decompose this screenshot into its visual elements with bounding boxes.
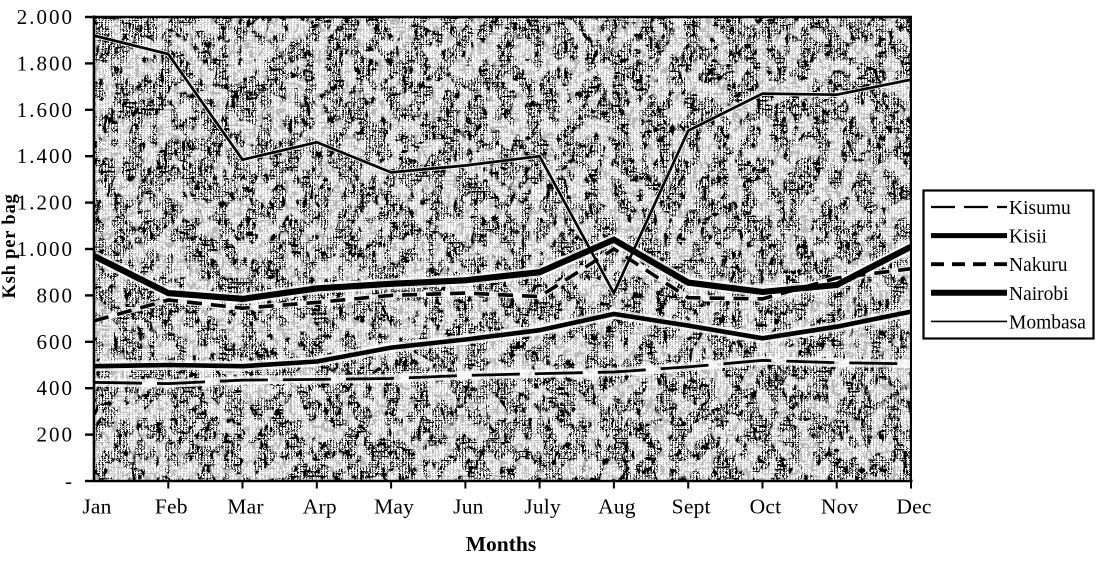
svg-text:Nakuru: Nakuru (1009, 255, 1068, 276)
svg-text:200: 200 (37, 423, 75, 447)
svg-text:1.400: 1.400 (17, 144, 74, 168)
svg-text:Aug: Aug (598, 495, 636, 519)
svg-text:1.800: 1.800 (17, 51, 74, 75)
svg-text:1.200: 1.200 (17, 191, 74, 215)
svg-text:Mar: Mar (227, 495, 263, 519)
svg-text:Dec: Dec (896, 495, 931, 519)
svg-text:Jun: Jun (453, 495, 484, 519)
svg-text:800: 800 (37, 283, 75, 307)
svg-text:Jan: Jan (82, 495, 111, 519)
svg-text:Oct: Oct (750, 495, 782, 519)
svg-text:400: 400 (37, 376, 75, 400)
svg-text:1.600: 1.600 (17, 98, 74, 122)
svg-text:May: May (374, 495, 414, 519)
svg-text:2.000: 2.000 (17, 5, 74, 29)
svg-text:-: - (65, 469, 74, 493)
svg-text:Mombasa: Mombasa (1009, 312, 1086, 333)
svg-text:Months: Months (466, 532, 536, 556)
svg-text:Arp: Arp (303, 495, 337, 519)
svg-text:Sept: Sept (672, 495, 711, 519)
svg-text:600: 600 (37, 330, 75, 354)
svg-text:Nov: Nov (821, 495, 859, 519)
svg-text:Kisumu: Kisumu (1009, 198, 1071, 219)
svg-text:July: July (524, 495, 561, 519)
svg-text:Feb: Feb (155, 495, 188, 519)
svg-text:Kisii: Kisii (1009, 227, 1048, 248)
svg-text:Ksh per bag: Ksh per bag (0, 193, 20, 298)
svg-text:1.000: 1.000 (17, 237, 74, 261)
svg-text:Nairobi: Nairobi (1009, 284, 1069, 305)
